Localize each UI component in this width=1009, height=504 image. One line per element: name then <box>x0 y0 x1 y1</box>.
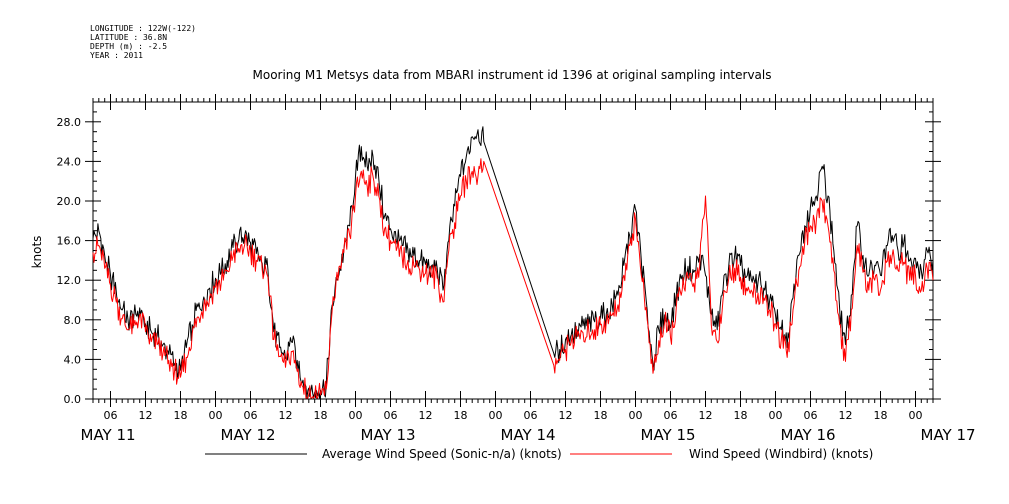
series-line-windbird <box>92 158 934 399</box>
x-tick-label: 18 <box>874 409 888 422</box>
x-tick-label: 18 <box>314 409 328 422</box>
y-tick-label: 4.0 <box>64 353 82 366</box>
x-tick-label: 12 <box>839 409 853 422</box>
y-axis-label: knots <box>30 236 44 269</box>
x-tick-label: 06 <box>104 409 118 422</box>
x-tick-label: 18 <box>594 409 608 422</box>
y-tick-label: 16.0 <box>57 235 82 248</box>
x-tick-label: 00 <box>489 409 503 422</box>
day-label: MAY 12 <box>221 426 276 444</box>
day-label: MAY 14 <box>501 426 556 444</box>
x-tick-label: 00 <box>349 409 363 422</box>
x-axis: 06 12 18 00 06 12 18 00 06 12 18 00 06 12 18 00 06 12 18 00… <box>104 94 923 422</box>
y-tick-label: 20.0 <box>57 195 82 208</box>
y-axis: 0.0 4.0 8.0 12.0 16.0 20.0 24.0 28.0 <box>57 116 941 406</box>
metadata-block: LONGITUDE : 122W(-122) LATITUDE : 36.8N … <box>90 24 196 60</box>
x-tick-label: 00 <box>629 409 643 422</box>
x-tick-label: 12 <box>279 409 293 422</box>
legend-label-windbird: Wind Speed (Windbird) (knots) <box>689 447 873 461</box>
x-tick-label: 06 <box>384 409 398 422</box>
day-label: MAY 15 <box>641 426 696 444</box>
x-tick-label: 06 <box>524 409 538 422</box>
legend: Average Wind Speed (Sonic-n/a) (knots) W… <box>205 447 873 461</box>
day-label: MAY 16 <box>781 426 836 444</box>
meta-depth: DEPTH (m) : -2.5 <box>90 42 167 51</box>
y-tick-label: 28.0 <box>57 116 82 129</box>
plot-frame <box>92 101 934 400</box>
day-label: MAY 17 <box>921 426 976 444</box>
y-tick-label: 8.0 <box>64 314 82 327</box>
x-tick-label: 00 <box>769 409 783 422</box>
x-tick-label: 18 <box>174 409 188 422</box>
x-tick-label: 18 <box>454 409 468 422</box>
minor-ticks <box>92 98 934 403</box>
x-tick-label: 18 <box>734 409 748 422</box>
x-tick-label: 12 <box>559 409 573 422</box>
day-label: MAY 11 <box>81 426 136 444</box>
y-tick-label: 24.0 <box>57 155 82 168</box>
meta-year: YEAR : 2011 <box>90 51 143 60</box>
y-tick-label: 0.0 <box>64 393 82 406</box>
y-tick-label: 12.0 <box>57 274 82 287</box>
x-tick-label: 06 <box>664 409 678 422</box>
x-tick-label: 00 <box>209 409 223 422</box>
legend-label-sonic: Average Wind Speed (Sonic-n/a) (knots) <box>322 447 562 461</box>
x-tick-label: 06 <box>804 409 818 422</box>
day-labels: MAY 11 MAY 12 MAY 13 MAY 14 MAY 15 MAY 16 MAY … <box>81 426 976 444</box>
x-tick-label: 12 <box>699 409 713 422</box>
x-tick-label: 00 <box>909 409 923 422</box>
meta-latitude: LATITUDE : 36.8N <box>90 33 167 42</box>
x-tick-label: 06 <box>244 409 258 422</box>
x-tick-label: 12 <box>139 409 153 422</box>
series-line-sonic <box>92 126 934 399</box>
series-layer <box>92 126 934 399</box>
chart-title: Mooring M1 Metsys data from MBARI instru… <box>253 68 772 82</box>
x-tick-label: 12 <box>419 409 433 422</box>
day-label: MAY 13 <box>361 426 416 444</box>
meta-longitude: LONGITUDE : 122W(-122) <box>90 24 196 33</box>
